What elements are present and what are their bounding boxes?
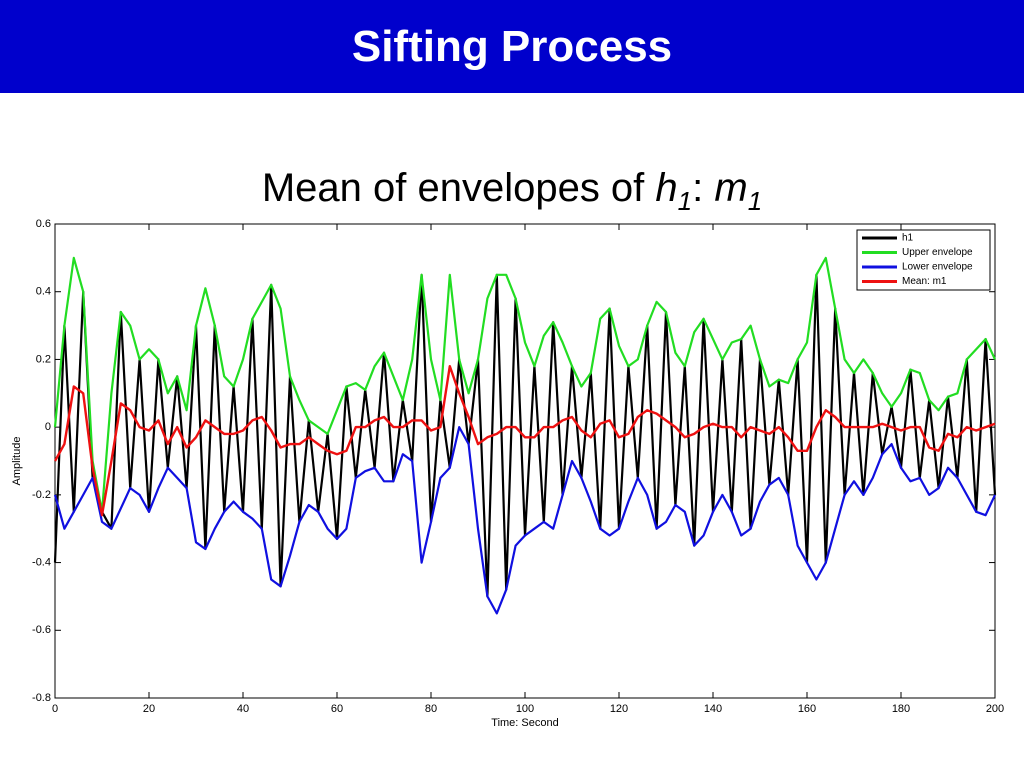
x-tick-label: 60 xyxy=(331,703,343,715)
plot-area xyxy=(54,223,996,699)
title-sub: 1 xyxy=(747,186,763,216)
y-tick-label: 0.6 xyxy=(36,218,51,230)
x-tick-label: 200 xyxy=(986,703,1004,715)
x-tick-label: 20 xyxy=(143,703,155,715)
title-bar xyxy=(0,0,1024,93)
y-tick-label: -0.4 xyxy=(32,556,51,568)
x-tick-label: 100 xyxy=(516,703,534,715)
title-var: h xyxy=(655,166,678,210)
x-tick-label: 40 xyxy=(237,703,249,715)
y-tick-label: 0.2 xyxy=(36,353,51,365)
x-axis-label: Time: Second xyxy=(491,717,558,729)
legend-label: Mean: m1 xyxy=(902,276,947,287)
y-axis-label: Amplitude xyxy=(11,437,23,486)
x-tick-label: 140 xyxy=(704,703,722,715)
x-tick-label: 160 xyxy=(798,703,816,715)
legend-label: Lower envelope xyxy=(902,262,973,273)
series-line xyxy=(53,365,996,517)
title-var: m xyxy=(714,166,748,210)
legend-label: h1 xyxy=(902,233,914,244)
title-text: Mean of envelopes of xyxy=(261,166,645,210)
x-tick-label: 180 xyxy=(892,703,910,715)
y-tick-label: -0.6 xyxy=(32,624,51,636)
x-tick-label: 80 xyxy=(425,703,437,715)
y-tick-label: 0 xyxy=(45,421,51,433)
x-tick-label: 0 xyxy=(52,703,58,715)
chart-title: Mean of envelopes of h1: m1 xyxy=(0,166,1024,217)
y-tick-label: -0.2 xyxy=(32,489,51,501)
x-tick-label: 120 xyxy=(610,703,628,715)
y-tick-label: 0.4 xyxy=(36,286,51,298)
slide-title: Sifting Process xyxy=(351,22,673,71)
legend-label: Upper envelope xyxy=(902,247,973,258)
title-sub: 1 xyxy=(677,186,693,216)
series-line xyxy=(53,256,996,513)
y-tick-label: -0.8 xyxy=(32,692,51,704)
series-line xyxy=(53,426,996,615)
title-colon: : xyxy=(692,166,704,210)
chart: -0.8 -0.6 -0.4 -0.2 0 0.2 0.4 0.6 0 20 40 60 80 100 12… xyxy=(11,218,1004,729)
